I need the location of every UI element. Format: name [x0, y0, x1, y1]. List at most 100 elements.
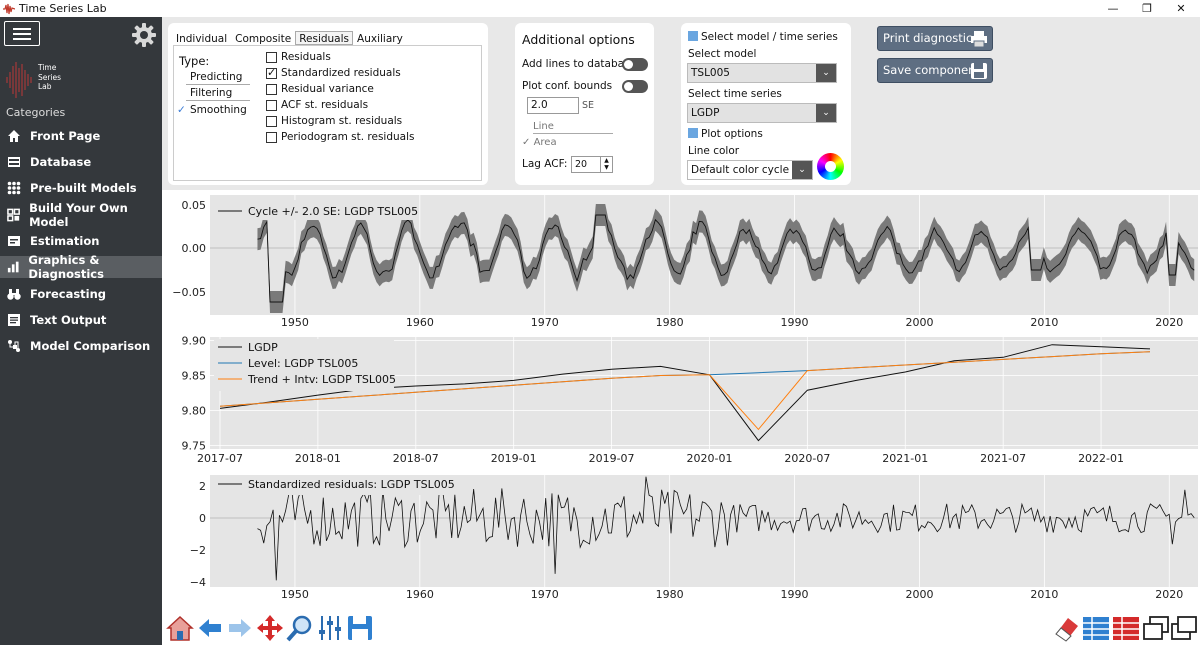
eraser-icon[interactable]	[1052, 614, 1080, 642]
spin-up-icon[interactable]: ▲	[604, 157, 609, 164]
checkbox-box[interactable]	[266, 51, 277, 63]
x-tick-label: 2020	[1155, 588, 1183, 601]
table-layout-red-icon[interactable]	[1112, 614, 1140, 642]
close-button[interactable]: ✕	[1176, 2, 1186, 15]
type-option-smoothing[interactable]: ✓ Smoothing	[177, 103, 250, 117]
y-tick-label: 9.85	[182, 370, 207, 383]
tab-individual[interactable]: Individual	[176, 33, 228, 45]
cycle-series-line	[257, 214, 1195, 303]
chevron-down-icon[interactable]: ⌄	[816, 104, 836, 122]
plot-conf-bounds-toggle[interactable]	[622, 80, 648, 93]
printer-icon	[971, 31, 987, 48]
pan-icon[interactable]	[256, 614, 284, 642]
lag-acf-value: 20	[575, 159, 588, 170]
y-tick-label: 0.00	[182, 242, 207, 255]
model-dropdown-value: TSL005	[691, 67, 730, 79]
sidebar-item-model-comparison[interactable]: Model Comparison	[0, 335, 162, 357]
window-detach-icon[interactable]	[1170, 614, 1198, 642]
sidebar: Time Series Lab Categories Front Page Da…	[0, 17, 162, 645]
logo-text: Time Series Lab	[38, 63, 61, 92]
model-dropdown[interactable]: TSL005 ⌄	[687, 63, 837, 83]
sidebar-item-label: Graphics & Diagnostics	[28, 253, 104, 281]
line-option[interactable]: Line	[533, 120, 613, 134]
menu-toggle-button[interactable]	[4, 21, 40, 46]
plot-tabs: Individual Composite Residuals Auxiliary	[172, 31, 407, 45]
x-tick-label: 2021-01	[882, 452, 928, 465]
sidebar-item-front-page[interactable]: Front Page	[0, 125, 162, 147]
model-panel-header-text: Select model / time series	[701, 31, 838, 43]
checkbox-periodogram-residuals[interactable]: Periodogram st. residuals	[266, 130, 415, 144]
checkbox-residual-variance[interactable]: Residual variance	[266, 82, 374, 96]
save-components-button[interactable]: Save components	[877, 58, 993, 83]
series-dropdown-value: LGDP	[691, 107, 720, 119]
checkbox-box[interactable]	[266, 99, 277, 111]
checkbox-box[interactable]	[266, 115, 277, 127]
chevron-down-icon[interactable]: ⌄	[792, 161, 812, 179]
save-icon	[971, 63, 987, 79]
tab-residuals[interactable]: Residuals	[295, 31, 354, 45]
checkbox-label: Residual variance	[281, 83, 374, 95]
table-layout-icon[interactable]	[1082, 614, 1110, 642]
x-tick-label: 1950	[281, 316, 309, 329]
home-icon	[8, 130, 20, 142]
plot-options-label[interactable]: Plot options	[688, 128, 763, 140]
checkbox-histogram-residuals[interactable]: Histogram st. residuals	[266, 114, 402, 128]
sidebar-item-pre-built-models[interactable]: Pre-built Models	[0, 177, 162, 199]
se-unit-label: SE	[582, 100, 595, 111]
sidebar-item-database[interactable]: Database	[0, 151, 162, 173]
tab-composite[interactable]: Composite	[235, 33, 292, 45]
sidebar-item-label: Front Page	[30, 129, 101, 143]
save-figure-icon[interactable]	[346, 614, 374, 642]
tab-auxiliary[interactable]: Auxiliary	[357, 33, 403, 45]
legend-label: LGDP	[248, 341, 278, 354]
line-color-label: Line color	[688, 145, 740, 157]
spin-down-icon[interactable]: ▼	[604, 164, 609, 171]
subplots-config-icon[interactable]	[316, 614, 344, 642]
series-dropdown[interactable]: LGDP ⌄	[687, 103, 837, 123]
sidebar-item-build-your-own-model[interactable]: Build Your Own Model	[0, 201, 162, 229]
gear-icon[interactable]	[130, 21, 158, 49]
estimation-icon	[8, 236, 20, 246]
lag-acf-spinbox[interactable]: 20 ▲ ▼	[571, 156, 613, 173]
checkbox-box[interactable]	[266, 83, 277, 95]
x-tick-label: 2000	[905, 316, 933, 329]
se-input[interactable]: 2.0	[527, 97, 579, 114]
chevron-down-icon[interactable]: ⌄	[816, 64, 836, 82]
color-wheel-icon[interactable]	[817, 153, 844, 180]
x-tick-labels: 1950 1960 1970 1980 1990 2000 2010 2020	[281, 316, 1183, 329]
type-option-predicting[interactable]: Predicting	[186, 70, 250, 85]
sidebar-item-label: Estimation	[30, 234, 100, 248]
checkbox-residuals[interactable]: Residuals	[266, 50, 331, 64]
checkbox-box[interactable]	[266, 131, 277, 143]
legend-label: Trend + Intv: LGDP TSL005	[247, 373, 396, 386]
restore-button[interactable]: ❐	[1142, 2, 1152, 15]
sidebar-item-estimation[interactable]: Estimation	[0, 230, 162, 252]
checkbox-box[interactable]	[266, 66, 277, 80]
plot-options-text: Plot options	[701, 128, 763, 140]
home-icon[interactable]	[166, 614, 194, 642]
x-tick-label: 1980	[656, 316, 684, 329]
spin-arrows[interactable]: ▲ ▼	[600, 157, 612, 172]
sidebar-item-text-output[interactable]: Text Output	[0, 309, 162, 331]
window-restore-icon[interactable]	[1142, 614, 1170, 642]
check-icon: ✓	[522, 137, 534, 148]
sidebar-item-graphics-diagnostics[interactable]: Graphics & Diagnostics	[0, 253, 162, 281]
window-title: Time Series Lab	[19, 2, 107, 15]
minimize-button[interactable]: —	[1107, 2, 1119, 15]
forward-arrow-icon[interactable]	[226, 614, 254, 642]
hamburger-line	[13, 28, 31, 30]
x-tick-label: 2018-01	[295, 452, 341, 465]
checkbox-standardized-residuals[interactable]: Standardized residuals	[266, 66, 401, 80]
zoom-icon[interactable]	[286, 614, 314, 642]
hamburger-line	[13, 38, 31, 40]
back-arrow-icon[interactable]	[196, 614, 224, 642]
area-option[interactable]: ✓ Area	[522, 137, 557, 148]
type-option-filtering[interactable]: Filtering	[186, 86, 250, 101]
line-color-dropdown[interactable]: Default color cycle ⌄	[687, 160, 813, 180]
checkbox-acf-residuals[interactable]: ACF st. residuals	[266, 98, 368, 112]
sidebar-item-forecasting[interactable]: Forecasting	[0, 283, 162, 305]
print-diagnostics-button[interactable]: Print diagnostics	[877, 26, 993, 51]
add-lines-toggle[interactable]	[622, 58, 648, 71]
x-tick-label: 1990	[781, 316, 809, 329]
sidebar-item-label: Build Your Own Model	[29, 201, 128, 229]
